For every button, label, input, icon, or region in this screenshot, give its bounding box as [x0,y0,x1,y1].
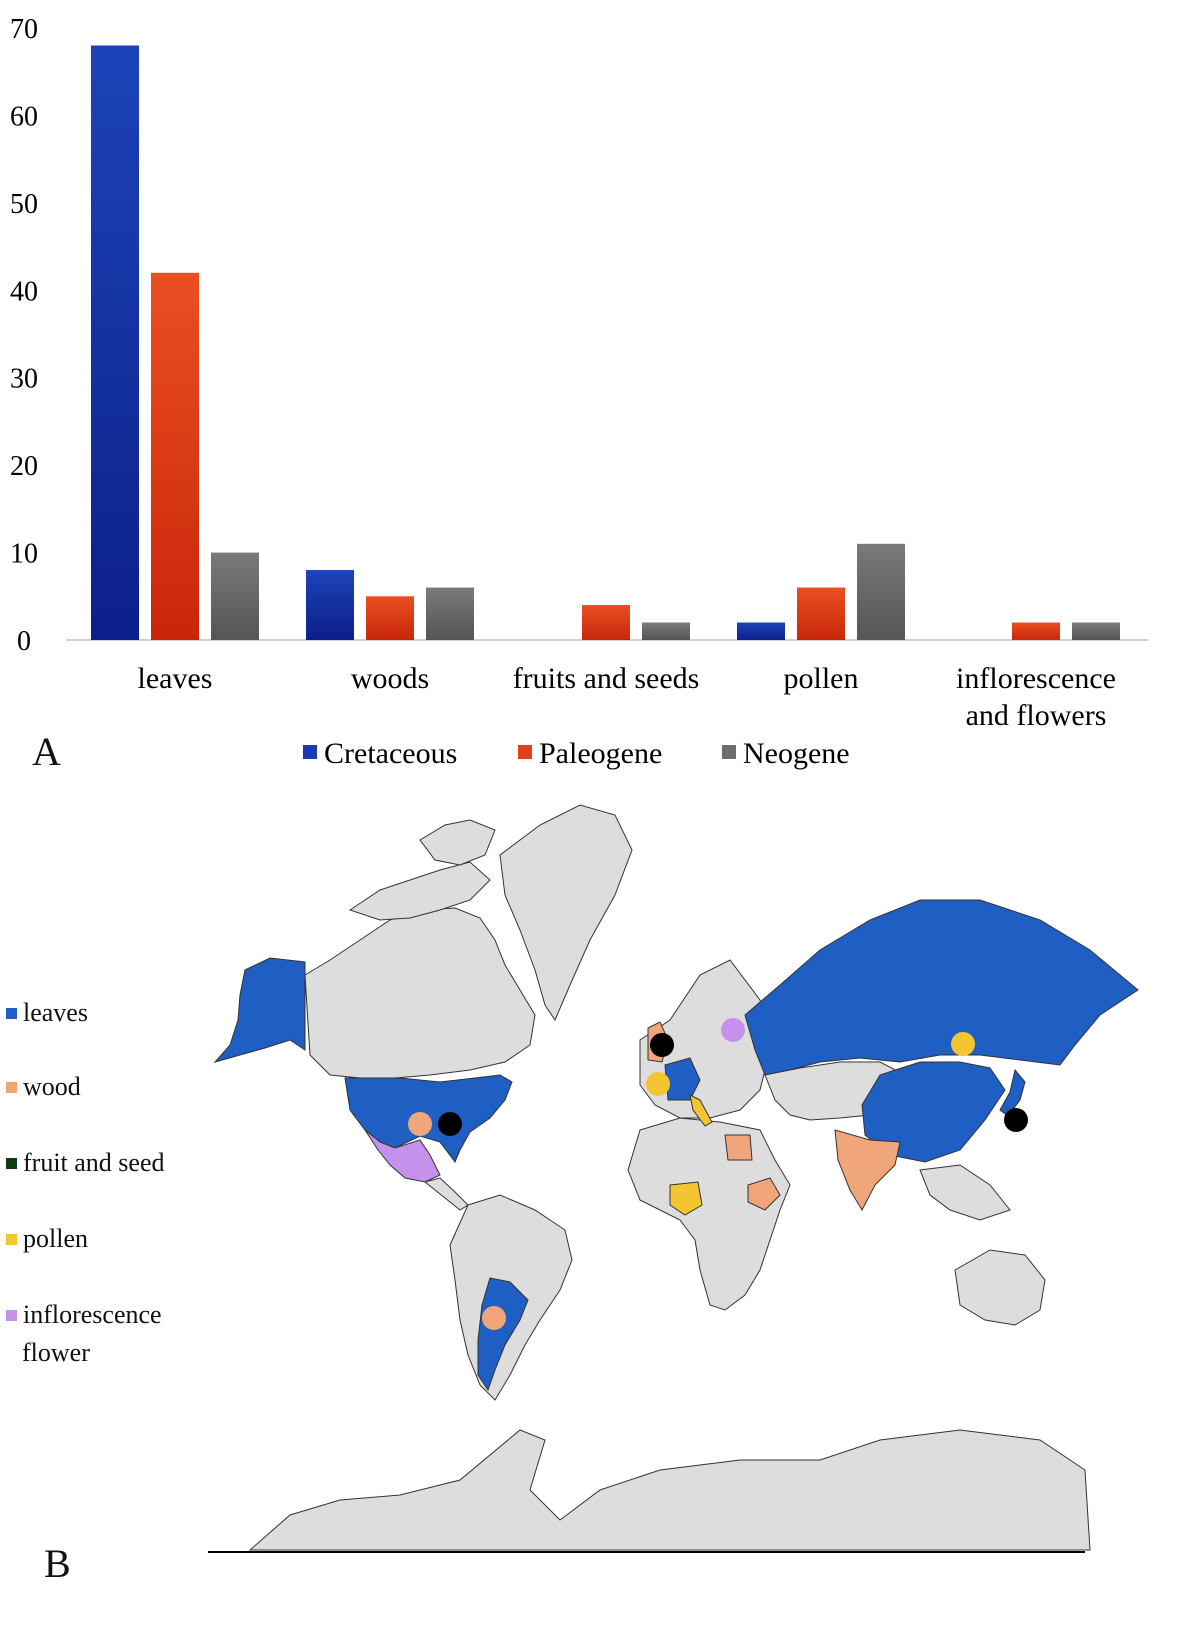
bar-paleogene-leaves [151,272,199,640]
africa [627,1117,791,1311]
alaska [213,957,306,1063]
category-label: woods [351,662,429,695]
bar-cretaceous-pollen [737,622,785,640]
map-legend-flower: flower [22,1336,90,1368]
marker-usa-black [438,1112,462,1136]
legend-swatch [6,1233,17,1245]
se-asia [919,1164,1011,1221]
bar-neogene-pollen [857,543,905,640]
bar-neogene-fruits-and-seeds [642,622,690,640]
category-label: fruits and seeds [513,662,700,695]
marker-argentina-wood [482,1306,506,1330]
nigeria [669,1181,703,1216]
y-tick-label: 70 [10,14,38,45]
russia [744,899,1139,1076]
china [861,1061,1006,1163]
legend-label-paleogene: Paleogene [539,737,662,770]
panel-label-b: B [44,1541,71,1586]
bar-neogene-leaves [211,552,259,640]
y-tick-label: 0 [17,626,31,657]
chart-legend: Cretaceous Paleogene Neogene [303,737,850,770]
map-legend-wood: wood [6,1070,81,1102]
ethiopia [747,1177,781,1211]
legend-label-cretaceous: Cretaceous [324,737,457,770]
west-europe-leaves [664,1057,701,1101]
marker-siberia-pollen [951,1032,975,1056]
y-tick-label: 10 [10,539,38,570]
marker-france-pollen [646,1072,670,1096]
legend-swatch-cretaceous [303,745,317,759]
mexico [364,1129,441,1183]
legend-label-neogene: Neogene [743,737,850,770]
legend-swatch-neogene [722,745,736,759]
y-tick-label: 50 [10,189,38,220]
legend-label: fruit and seed [23,1148,165,1178]
bar-paleogene-inflorescence-and-flowers [1012,622,1060,640]
y-tick-label: 60 [10,101,38,132]
legend-swatch [6,1157,17,1169]
legend-swatch [6,1081,17,1093]
landmasses [208,804,1139,1553]
map-legend-leaves: leaves [6,996,88,1028]
category-label: pollen [784,662,859,695]
bar-paleogene-woods [366,596,414,640]
bar-cretaceous-leaves [91,45,139,640]
bar-neogene-inflorescence-and-flowers [1072,622,1120,640]
legend-label: leaves [23,998,88,1028]
legend-swatch [6,1309,17,1321]
india [834,1129,901,1212]
legend-swatch-paleogene [518,745,532,759]
arctic-islands-2 [419,819,496,866]
bar-cretaceous-woods [306,570,354,640]
category-label: leaves [138,662,213,695]
central-america [423,1177,469,1211]
marker-usa-wood [408,1112,432,1136]
bar-paleogene-fruits-and-seeds [582,605,630,640]
y-tick-label: 30 [10,364,38,395]
world-map [208,804,1139,1553]
site-markers [408,1018,1028,1330]
legend-label: pollen [23,1224,88,1254]
italy [689,1094,713,1127]
bars [91,45,1120,640]
bar-chart: 0 10 20 30 40 50 60 70 leaves woods fruits and se… [10,14,1148,770]
canada-land [304,907,536,1079]
category-label: and flowers [966,699,1107,732]
argentina [477,1277,529,1392]
antarctica [248,1429,1091,1551]
australia [954,1249,1046,1326]
y-tick-label: 40 [10,276,38,307]
category-labels: leaves woods fruits and seeds pollen inflore… [138,662,1116,732]
map-legend-fruit-seed: fruit and seed [6,1146,165,1178]
legend-swatch [6,1007,17,1019]
legend-label: inflorescence [23,1300,162,1330]
greenland [499,804,633,1022]
marker-uk-black [650,1033,674,1057]
category-label: inflorescence [956,662,1116,695]
map-legend-inflorescence: inflorescence [6,1298,162,1330]
bar-neogene-woods [426,587,474,640]
bar-paleogene-pollen [797,587,845,640]
y-axis-ticks: 0 10 20 30 40 50 60 70 [10,14,38,657]
marker-japan-black [1004,1108,1028,1132]
y-tick-label: 20 [10,451,38,482]
egypt [724,1134,753,1161]
map-legend-pollen: pollen [6,1222,88,1254]
marker-russia-flower [721,1018,745,1042]
legend-label: wood [23,1072,81,1102]
panel-label-a: A [32,729,61,774]
arctic-islands [348,861,491,921]
legend-label: flower [22,1338,90,1368]
